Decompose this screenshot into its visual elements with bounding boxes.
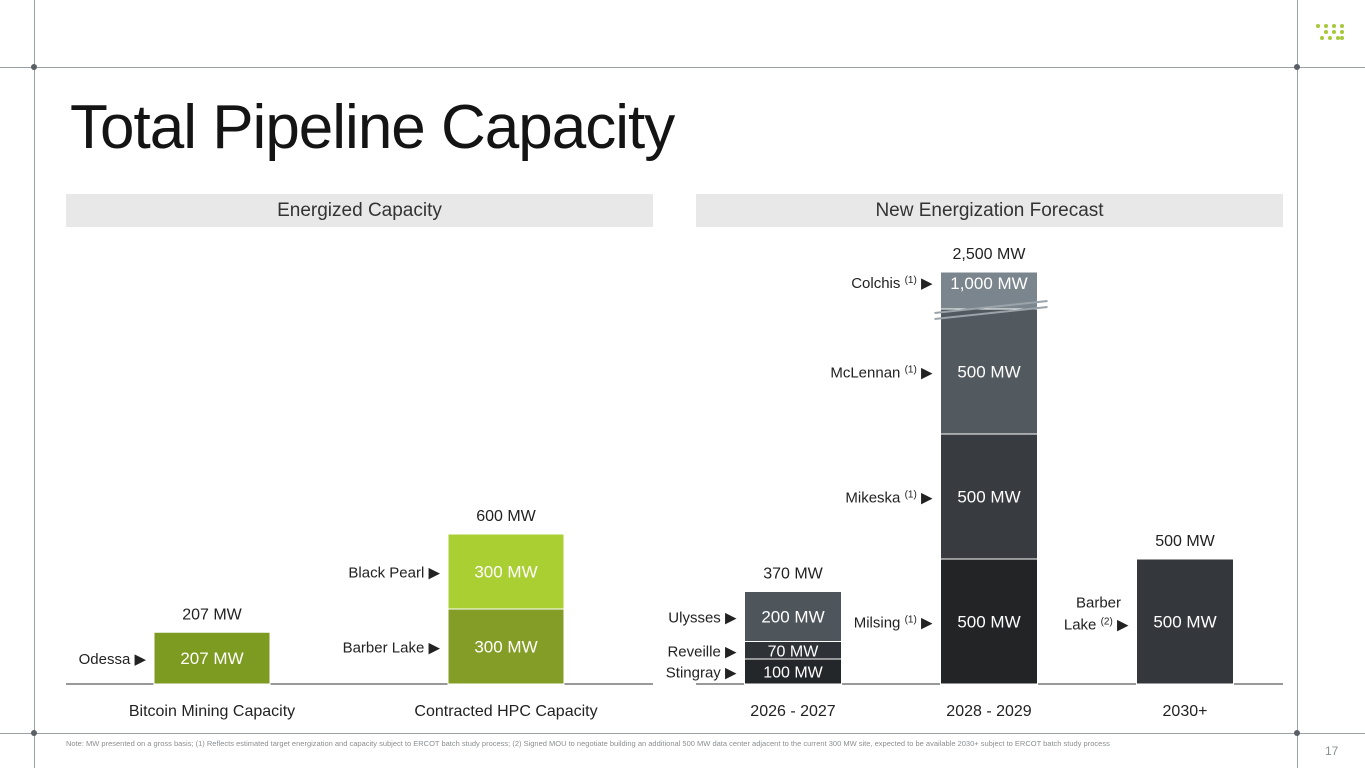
series-label-colchis: Colchis (1) ▶ — [851, 275, 933, 292]
right-frame-line — [1297, 0, 1298, 768]
series-label-barber-lake: Barber Lake ▶ — [343, 640, 441, 657]
corner-dot — [31, 730, 37, 736]
axis-break-mark — [934, 306, 1048, 320]
series-label-ulysses: Ulysses ▶ — [668, 610, 737, 627]
energized-capacity-header: Energized Capacity — [66, 194, 653, 227]
corner-dot — [31, 64, 37, 70]
category-tick-label: 2026 - 2027 — [750, 703, 836, 720]
segment-value-label: 300 MW — [474, 563, 537, 582]
category-tick-label: Bitcoin Mining Capacity — [129, 703, 295, 720]
category-tick-label: 2030+ — [1163, 703, 1208, 720]
corner-dot — [1294, 64, 1300, 70]
bar-segment-milsing — [940, 558, 1038, 685]
bar-segment-odessa — [153, 631, 271, 685]
left-frame-line — [34, 0, 35, 768]
bar-total-label: 370 MW — [763, 566, 823, 583]
segment-value-label: 1,000 MW — [950, 274, 1027, 293]
header-divider — [0, 67, 1365, 68]
category-tick-label: Contracted HPC Capacity — [414, 703, 597, 720]
segment-value-label: 207 MW — [180, 649, 243, 668]
bar-segment-black-pearl — [447, 533, 565, 610]
series-label-lake-2: Lake (2) ▶ — [1064, 617, 1129, 634]
category-tick-label: 2028 - 2029 — [946, 703, 1032, 720]
bar-total-label: 500 MW — [1155, 533, 1215, 550]
series-label-mclennan: McLennan (1) ▶ — [830, 365, 933, 382]
segment-value-label: 500 MW — [1153, 613, 1216, 632]
bar-segment-ulysses — [744, 591, 842, 642]
series-label-stingray: Stingray ▶ — [666, 665, 737, 682]
segment-value-label: 200 MW — [761, 608, 824, 627]
segment-value-label: 300 MW — [474, 638, 537, 657]
series-label-odessa: Odessa ▶ — [79, 651, 147, 668]
series-label-milsing: Milsing (1) ▶ — [854, 615, 933, 632]
bar-total-label: 207 MW — [182, 606, 242, 623]
bar-segment-mclennan — [940, 308, 1038, 435]
axis-break-mark — [934, 300, 1048, 314]
segment-value-label: 70 MW — [768, 643, 820, 660]
bar-segment-mikeska — [940, 433, 1038, 560]
segment-value-label: 500 MW — [957, 613, 1020, 632]
series-label-mikeska: Mikeska (1) ▶ — [845, 490, 933, 507]
corner-dot — [1294, 730, 1300, 736]
bar-segment-stingray — [744, 658, 842, 685]
segment-value-label: 500 MW — [957, 363, 1020, 382]
bar-total-label: 2,500 MW — [953, 246, 1027, 263]
series-label-reveille: Reveille ▶ — [667, 643, 737, 660]
footnote: Note: MW presented on a gross basis; (1)… — [66, 739, 1110, 748]
page-number: 17 — [1325, 744, 1339, 758]
segment-value-label: 100 MW — [763, 665, 823, 682]
brand-logo-icon — [1316, 24, 1344, 46]
page-title: Total Pipeline Capacity — [70, 93, 675, 162]
bar-total-label: 600 MW — [476, 508, 536, 525]
segment-value-label: 500 MW — [957, 488, 1020, 507]
new-energization-forecast-header: New Energization Forecast — [696, 194, 1283, 227]
footer-divider — [0, 733, 1365, 734]
bar-segment-barber-lake — [1136, 558, 1234, 685]
series-label-barber-lake: Barber — [1076, 595, 1121, 612]
series-label-black-pearl: Black Pearl ▶ — [348, 565, 440, 582]
